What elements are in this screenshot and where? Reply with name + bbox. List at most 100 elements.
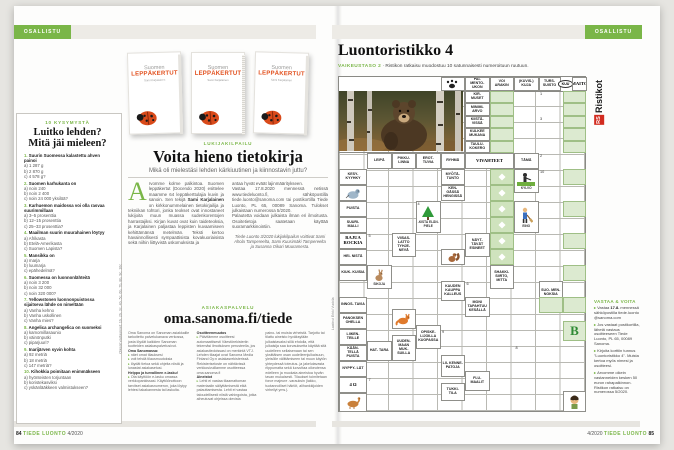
crossword-solution-cell-diamond [489, 249, 514, 265]
book-title: LEPPÄKERTUT [194, 71, 242, 77]
crossword-clue-cell: RYHMÄ [440, 153, 465, 169]
question-number: 1. [24, 153, 29, 158]
service-text: Päivitämme osoitteesi automaattisesti Vä… [197, 335, 260, 375]
crossword-clue-cell: VIVAHTEET [465, 153, 514, 169]
paw-icon [440, 77, 465, 91]
vastaa-bullet: Jos vastaat postikortilla, lähetä vastau… [594, 322, 642, 348]
contest-title: Voita hieno tietokirja [153, 147, 303, 166]
crossword-solution-cell [489, 115, 514, 129]
service-kicker: ASIAKASPALVELU [201, 305, 255, 310]
crossword-number-cell: 8 [515, 346, 518, 350]
answer-option: c) Suomen Lapista? [24, 245, 63, 251]
vastaa-bullet: Arvomme oikein vastanneiden kesken 50 eu… [594, 370, 642, 396]
crossword-title: Luontoristikko 4 [338, 42, 454, 59]
issue-number: 4/2020 [67, 431, 83, 437]
crossword-clue-cell: MYÖTÄ- TUNTO [440, 169, 465, 185]
crossword-number-cell: 9 [442, 330, 445, 334]
question-number: 3. [24, 202, 29, 208]
answer-option: c) 4 578 g? [24, 173, 46, 179]
answer-option: b) noin 2 400 [24, 190, 50, 196]
crossword-clue-cell: KULKEE MUKANA [465, 128, 490, 141]
crossword-number-cell: 1 [540, 92, 543, 96]
crossword-clue-cell: MONI TAPAHTUU KESÄLLÄ [465, 297, 490, 317]
question-text: Kihokkia poimitaan enimmäkseen [31, 369, 101, 375]
crossword-clue-cell: TURS- SUISTO [538, 77, 561, 91]
service-column-3: paino- tai muista virheistä. Tarjottu ta… [265, 331, 328, 402]
service-text: Oma Sanoma on Sanoman asiakkaille tarkoi… [128, 331, 190, 349]
answer-option: c) noin 320 000? [24, 290, 57, 296]
crossword-clue-cell: KESY- KYYHKY [339, 169, 367, 185]
crossword-solution-cell-diamond [489, 233, 514, 249]
answer-option: c) yskänlääkkeen valmistukseen? [24, 385, 89, 391]
crossword-number-cell: 3 [540, 116, 543, 121]
crossword-clue-cell: VIISAS- LATTO TYHJE- NEVÄ [391, 233, 416, 257]
top-band-left [14, 25, 316, 39]
magazine-brand: TIEDE LUONTO [22, 431, 67, 437]
service-text: näet omat tilauksesi [128, 353, 191, 357]
contest-article: LUKIJAKILPAILU Voita hieno tietokirja Mi… [128, 141, 328, 249]
question-number: 9. [24, 347, 29, 353]
ristikot-logo-text: Ristikot [594, 80, 604, 114]
crossword-clue-cell: VOI ARAKIN [489, 77, 514, 91]
vastaa-bullet: Kirjoita korttiin tunnus "Luontoristikko… [594, 348, 642, 369]
crossword-author-credit: Laatinut Erkki Vuokila [331, 297, 335, 330]
answer-option: c) piparjuuri? [24, 340, 49, 346]
page-number-left: 84 [16, 431, 22, 437]
crossword-clue-cell: KIUK- KUISIA [339, 265, 367, 281]
answer-option: a) 92 metriä [24, 352, 47, 358]
tab-osallistu-left[interactable]: OSALLISTU [14, 25, 71, 39]
crossword-intro: VAIKEUSTASO 2 · Ristikon ratkaisu muodos… [338, 64, 529, 69]
answer-option: a) 3–5 prosenttia [24, 213, 57, 219]
crossword-clue-cell: MAITO [572, 77, 587, 91]
question-text: Maailman suurin muurahainen löytyy [28, 230, 105, 236]
question-number: 5. [24, 252, 29, 258]
answer-option: a) Afrikasta [24, 235, 46, 241]
question-text: Angelica archangelica on suomeksi [28, 324, 102, 330]
book-page-edge [177, 54, 184, 135]
crossword-number-cell: 5 [368, 234, 371, 238]
quiz-kicker: 10 KYSYMYSTÄ [45, 120, 90, 125]
tab-osallistu-right[interactable]: OSALLISTU [585, 25, 642, 39]
answer-option: b) koristekasviksi [24, 379, 57, 385]
answer-option: b) Vanha uskollinen [24, 312, 62, 318]
crossword-clue-cell: LIIKEN- TEILLE [339, 329, 367, 345]
question-text: Yellowstonen luonnonpuistossa sijaitseva… [24, 297, 95, 308]
ladybug-illustration [261, 110, 282, 125]
crossword-number-cell: 10 [540, 170, 545, 174]
sower-icon: KYLVÖ [514, 169, 539, 193]
contest-subtitle: Mikä oli mielestäsi lehden kärkiuutinen … [148, 168, 308, 174]
crossword-clue-cell: KIISTÄ- VISSÄ [465, 115, 490, 129]
book-author: Sami Karjalainen [270, 77, 292, 83]
spruce-icon: -KISTA ELÄN- PIELE [416, 201, 441, 233]
service-subheading: Helppo ja turvallinen e-lasku! [128, 370, 178, 375]
magazine-brand: TIEDE LUONTO [603, 431, 648, 437]
service-column-2: OsoitteenmuutosPäivitämme osoitteesi aut… [197, 331, 260, 402]
crossword-clue-cell: KEN- GÄSSÄ HENGISSÄ [440, 185, 465, 201]
crossword-clue-cell: HAT- TARA [367, 341, 392, 361]
crossword-solution-cell [563, 128, 586, 141]
question-number: 4. [24, 230, 29, 236]
drop-cap: A [128, 177, 147, 206]
answer-option: b) 2 870 g [24, 168, 44, 174]
crossword-clue-cell: INNOS- TAVIA [339, 297, 367, 313]
crossword-solution-cell-diamond [489, 169, 514, 185]
answer-option: a) noin 240 [24, 185, 46, 191]
vastaa-voita-title: VASTAA & VOITA [594, 299, 636, 304]
book-cover: Suomen LEPPÄKERTUT Sami Karjalainen [252, 51, 310, 136]
vastaa-voita-box: VASTAA & VOITA Vastaa 17.8. mennessä säh… [594, 299, 642, 397]
ladybug-illustration [199, 111, 219, 125]
quiz-question-list: 1. Suurin Suomessa kalastettu ahven pain… [24, 153, 111, 390]
service-url[interactable]: oma.sanoma.fi/tiede [163, 311, 293, 327]
crossword-number-cell: 7 [368, 378, 371, 382]
question-number: 10. [24, 369, 32, 375]
answer-option: b) väinönputki [24, 335, 51, 341]
answer-option: a) noin 3 200 [24, 280, 50, 286]
book-series-label: Suomen [207, 65, 229, 71]
crossword-clue-cell: NÄYT- TÄVÄT ESINEET [465, 233, 490, 257]
crossword-clue-cell: TUKKI- TILA [440, 383, 465, 401]
quiz-question: 6. Suomessa on luonnonlähteitä a) noin 3 … [24, 275, 111, 296]
crossword-clue-cell: LEIPÄ [367, 153, 392, 169]
answer-option: c) 25–33 prosenttia? [24, 223, 64, 229]
crossword-solution-cell [563, 297, 586, 313]
crossword-clue-cell: OPISKE- LIJOILLA KUOPASSA [416, 325, 441, 349]
